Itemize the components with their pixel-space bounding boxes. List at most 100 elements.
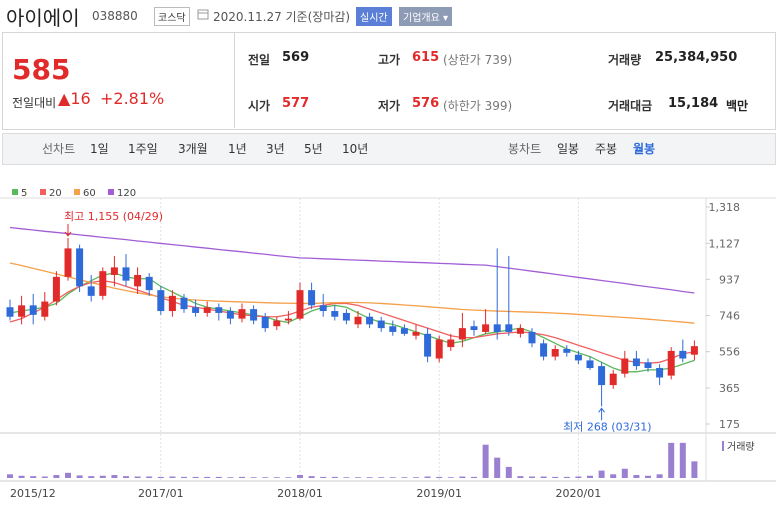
legend-label: 60: [83, 188, 96, 199]
ma-line: [9, 280, 695, 364]
volume-bar: [157, 476, 164, 478]
tab[interactable]: 3년: [266, 142, 285, 156]
tab[interactable]: 월봉: [633, 142, 656, 156]
volume-bar: [610, 474, 617, 478]
volume-bar: [111, 475, 118, 478]
candle-body: [215, 307, 223, 313]
candle-body: [226, 311, 234, 319]
stat-value: 577: [282, 96, 310, 111]
candle-body: [574, 354, 582, 361]
volume-bar: [41, 476, 48, 478]
stock-name: 아이에이: [6, 6, 80, 30]
volume-bar: [308, 476, 315, 478]
volume-bar: [239, 476, 245, 478]
volume-bar: [424, 476, 431, 478]
volume-bar: [378, 477, 385, 478]
date: 2020.11.27 기준(장마감): [213, 10, 351, 24]
y-tick-label: 1,318: [709, 201, 741, 214]
overview-button[interactable]: 기업개요 ▾: [399, 7, 453, 26]
candle-body: [470, 326, 478, 331]
tab[interactable]: 10년: [342, 142, 369, 156]
volume-bar: [459, 476, 466, 478]
candle-body: [6, 307, 14, 317]
volume-bar: [88, 476, 95, 478]
volume-bar: [656, 474, 663, 478]
x-tick-label: 2015/12: [10, 487, 56, 500]
volume-bar: [99, 475, 106, 478]
candle-body: [609, 373, 617, 386]
candle-body: [690, 346, 698, 355]
candle-body: [342, 312, 350, 321]
candle-body: [273, 320, 281, 327]
volume-bar: [146, 476, 153, 478]
price-box: [2, 32, 776, 130]
candle-body: [505, 324, 513, 332]
candle-body: [134, 274, 142, 287]
volume-bar: [552, 476, 559, 478]
candle-body: [435, 339, 443, 359]
candle-body: [238, 309, 246, 319]
volume-bar: [297, 475, 303, 478]
tab-bar: [2, 133, 776, 165]
candle-body: [87, 286, 95, 296]
volume-bar: [645, 475, 651, 478]
candle-body: [412, 331, 420, 336]
volume-bar: [482, 444, 489, 478]
change: ▲16: [58, 89, 91, 108]
volume-bar: [215, 476, 222, 478]
volume-bar: [563, 476, 570, 478]
stat-label: 거래량: [608, 53, 642, 67]
calendar-icon: [197, 9, 209, 20]
tab[interactable]: 1주일: [128, 142, 158, 156]
stock-code: 038880: [92, 9, 138, 23]
ma-line: [9, 262, 695, 324]
divider: [234, 33, 235, 128]
tab[interactable]: 주봉: [595, 142, 618, 156]
volume-legend-swatch: [722, 441, 724, 451]
annotation-low: 최저 268 (03/31): [563, 420, 652, 433]
realtime-button[interactable]: 실시간: [356, 7, 392, 26]
volume-bar: [679, 442, 686, 478]
candle-body: [424, 333, 432, 357]
candle-body: [99, 271, 107, 296]
volume-bar: [389, 477, 396, 478]
volume-bar: [250, 477, 257, 478]
y-tick-label: 937: [719, 273, 740, 286]
tab[interactable]: 1일: [90, 142, 109, 156]
volume-bar: [76, 475, 83, 478]
volume-bar: [320, 476, 327, 478]
volume-bar: [447, 477, 454, 478]
volume-bar: [540, 476, 547, 478]
candle-body: [110, 267, 118, 275]
candle-body: [667, 350, 675, 376]
candle-body: [168, 295, 176, 312]
candle-body: [679, 350, 687, 359]
stat-note: (하한가 399): [443, 99, 513, 113]
candle-body: [354, 316, 362, 325]
tab[interactable]: 일봉: [557, 142, 580, 156]
candle-body: [145, 276, 153, 291]
volume-bar: [134, 476, 141, 478]
candle-body: [447, 339, 455, 348]
candle-body: [284, 318, 292, 321]
candle-body: [632, 358, 640, 367]
tab[interactable]: 5년: [304, 142, 323, 156]
candle-body: [250, 309, 258, 321]
candle-body: [64, 248, 72, 277]
volume-bar: [529, 476, 535, 478]
stat-label: 전일: [248, 53, 271, 67]
legend-label: 20: [49, 188, 62, 199]
tab[interactable]: 3개월: [178, 142, 208, 156]
stat-label: 시가: [248, 99, 271, 113]
candle-body: [157, 290, 165, 312]
volume-bar: [668, 442, 675, 478]
volume-bar: [7, 474, 13, 478]
tab[interactable]: 1년: [228, 142, 247, 156]
volume-bar: [227, 477, 234, 478]
volume-bar: [517, 476, 524, 478]
candle-body: [192, 307, 200, 313]
candle-body: [76, 248, 84, 287]
stat-note: (상한가 739): [443, 53, 513, 67]
ma-line: [9, 226, 695, 294]
